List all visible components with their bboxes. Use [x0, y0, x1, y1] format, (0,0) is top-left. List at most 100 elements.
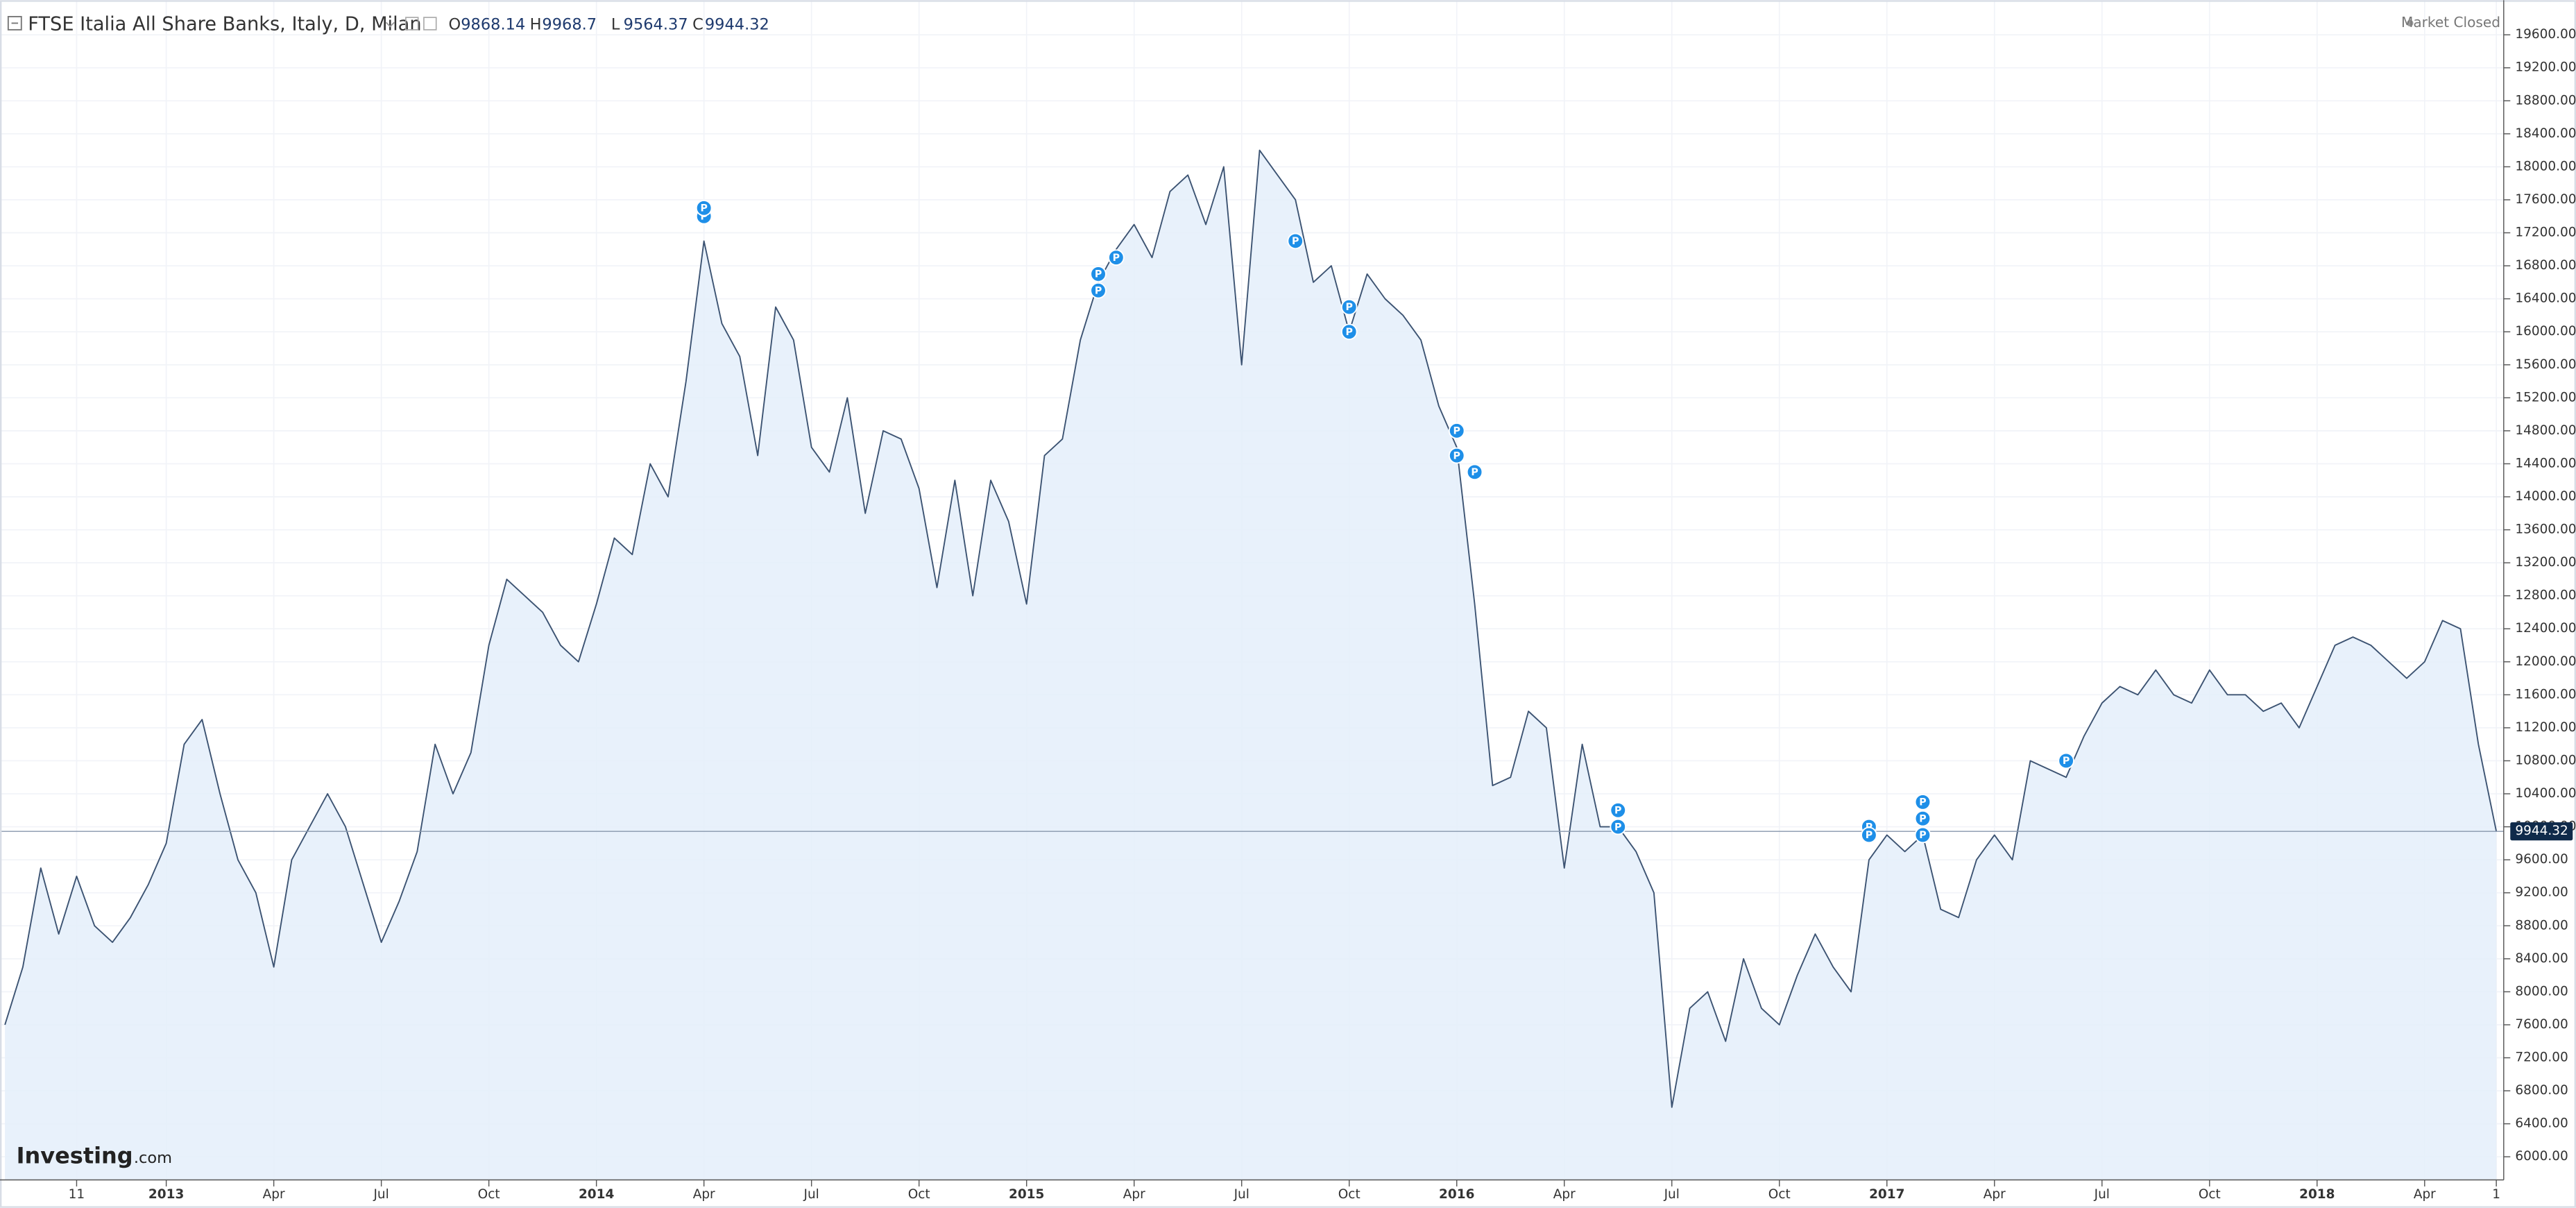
y-tick-label: 7600.00: [2515, 1017, 2568, 1032]
close-icon[interactable]: [423, 17, 437, 31]
y-tick-label: 12800.00: [2515, 588, 2576, 603]
x-tick-label: 2014: [579, 1187, 614, 1202]
ohlc-label: L: [611, 15, 620, 33]
y-tick-label: 6400.00: [2515, 1116, 2568, 1131]
annotation-marker: [1090, 282, 1107, 299]
annotation-label[interactable]: P: [1471, 467, 1478, 478]
price-line: [4, 149, 2498, 1108]
y-tick-label: 14800.00: [2515, 423, 2576, 438]
annotation-label[interactable]: P: [1453, 426, 1460, 437]
area-fill: [5, 150, 2497, 1180]
annotation-marker: [1340, 298, 1358, 316]
annotation-label[interactable]: P: [1346, 302, 1353, 313]
y-tick-label: 17200.00: [2515, 226, 2576, 240]
x-tick-label: Oct: [1768, 1187, 1791, 1202]
x-tick-label: 11: [69, 1187, 85, 1202]
y-tick-label: 11600.00: [2515, 687, 2576, 701]
annotation-label[interactable]: P: [1919, 830, 1926, 841]
annotation-label[interactable]: P: [1614, 822, 1621, 833]
annotation-marker: [1448, 423, 1465, 439]
y-tick-label: 10800.00: [2515, 753, 2576, 767]
y-tick-label: 8400.00: [2515, 951, 2568, 966]
annotation-label[interactable]: P: [700, 203, 707, 214]
y-tick-label: 8800.00: [2515, 918, 2568, 933]
header: FTSE Italia All Share Banks, Italy, D, M…: [7, 13, 2500, 35]
annotation-label[interactable]: P: [1113, 253, 1120, 264]
y-tick-label: 15200.00: [2515, 390, 2576, 405]
y-tick-label: 9200.00: [2515, 885, 2568, 900]
ohlc-label: C: [692, 15, 703, 33]
x-tick-label: Apr: [2414, 1187, 2436, 1202]
logo: Investing .com: [17, 1142, 172, 1168]
chart-title: FTSE Italia All Share Banks, Italy, D, M…: [28, 13, 421, 35]
annotation-label[interactable]: P: [1292, 236, 1299, 247]
annotation-label[interactable]: P: [700, 211, 707, 222]
y-tick-label: 16000.00: [2515, 324, 2576, 339]
ohlc-value: 9968.7: [542, 15, 597, 33]
x-tick-label: Apr: [263, 1187, 285, 1202]
annotation-marker: [1090, 266, 1107, 282]
x-tick-label: Apr: [1553, 1187, 1576, 1202]
x-tick-label: Jul: [1234, 1187, 1249, 1202]
ohlc-label: H: [530, 15, 542, 33]
y-tick-label: 12000.00: [2515, 654, 2576, 669]
y-tick-label: 16400.00: [2515, 291, 2576, 306]
collapse-icon[interactable]: [7, 15, 22, 31]
y-tick-label: 6800.00: [2515, 1083, 2568, 1098]
y-tick-label: 17600.00: [2515, 192, 2576, 207]
logo-name: Investing: [17, 1142, 133, 1168]
x-tick-label: Oct: [1338, 1187, 1360, 1202]
y-tick-label: 10400.00: [2515, 786, 2576, 801]
annotation-label[interactable]: P: [1095, 269, 1102, 280]
y-tick-label: 16800.00: [2515, 258, 2576, 273]
y-tick-label: 19200.00: [2515, 60, 2576, 75]
y-tick-label: 13600.00: [2515, 522, 2576, 537]
annotation-marker: [1914, 826, 1931, 844]
y-tick-label: 11200.00: [2515, 720, 2576, 735]
market-status: Market Closed: [2401, 14, 2500, 31]
annotation-marker: [1340, 323, 1358, 341]
annotation-label[interactable]: P: [1453, 450, 1460, 461]
x-tick-label: Jul: [373, 1187, 389, 1202]
y-tick-label: 18400.00: [2515, 126, 2576, 141]
annotation-marker: [1448, 447, 1465, 464]
annotation-marker: [1914, 810, 1931, 827]
annotation-label[interactable]: P: [1866, 830, 1873, 841]
x-tick-label: 2016: [1439, 1187, 1474, 1202]
ohlc-value: 9868.14: [461, 15, 525, 33]
annotation-marker: [1108, 249, 1125, 266]
annotation-marker: [1914, 794, 1931, 810]
annotation-label[interactable]: P: [1919, 797, 1926, 808]
annotation-marker: [1287, 232, 1304, 250]
x-tick-label: Apr: [1984, 1187, 2006, 1202]
x-tick-label: Jul: [803, 1187, 819, 1202]
y-tick-label: 12400.00: [2515, 621, 2576, 636]
y-tick-label: 15600.00: [2515, 357, 2576, 372]
annotation-label[interactable]: P: [2063, 756, 2070, 767]
y-tick-label: 7200.00: [2515, 1050, 2568, 1065]
y-tick-label: 14000.00: [2515, 489, 2576, 504]
dropdown-icon[interactable]: [385, 22, 395, 28]
annotation-marker: [1466, 463, 1483, 481]
annotation-label[interactable]: P: [1919, 813, 1926, 824]
x-tick-label: 1: [2492, 1187, 2500, 1202]
annotation-label[interactable]: P: [1614, 806, 1621, 817]
annotation-label[interactable]: P: [1095, 285, 1102, 296]
x-tick-label: Oct: [2199, 1187, 2221, 1202]
y-tick-label: 18000.00: [2515, 159, 2576, 173]
x-tick-label: 2018: [2299, 1187, 2335, 1202]
last-price-tag: [2510, 822, 2573, 841]
x-tick-label: Apr: [693, 1187, 715, 1202]
status-dot: [2407, 19, 2414, 27]
annotation-label[interactable]: P: [1346, 327, 1353, 338]
x-tick-label: Jul: [2094, 1187, 2110, 1202]
logo-suffix: .com: [134, 1149, 172, 1167]
x-tick-label: Oct: [478, 1187, 500, 1202]
x-tick-label: 2017: [1869, 1187, 1904, 1202]
annotation-marker: [695, 200, 713, 216]
settings-icon[interactable]: [405, 17, 419, 31]
ohlc-value: 9944.32: [705, 15, 769, 33]
x-tick-label: Jul: [1664, 1187, 1680, 1202]
annotation-marker: [1610, 818, 1627, 835]
